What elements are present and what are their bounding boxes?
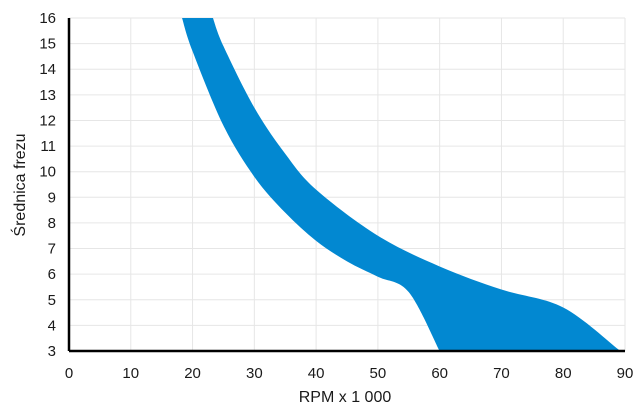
y-tick-label-6: 6 bbox=[48, 266, 56, 283]
x-tick-label-20: 20 bbox=[184, 365, 201, 382]
x-tick-label-50: 50 bbox=[370, 365, 387, 382]
x-tick-label-0: 0 bbox=[65, 365, 73, 382]
x-tick-label-60: 60 bbox=[431, 365, 448, 382]
x-tick-label-80: 80 bbox=[555, 365, 572, 382]
x-tick-labels: 0 10 20 30 40 50 60 70 80 90 bbox=[65, 365, 634, 382]
y-tick-label-16: 16 bbox=[39, 10, 56, 27]
y-tick-label-9: 9 bbox=[48, 189, 56, 206]
y-axis-title: Średnica frezu bbox=[10, 133, 29, 236]
axes bbox=[67, 18, 625, 353]
y-tick-label-4: 4 bbox=[48, 317, 56, 334]
y-tick-label-12: 12 bbox=[39, 112, 56, 129]
x-tick-label-70: 70 bbox=[493, 365, 510, 382]
y-tick-label-13: 13 bbox=[39, 87, 56, 104]
x-tick-label-10: 10 bbox=[122, 365, 139, 382]
y-tick-label-3: 3 bbox=[48, 343, 56, 360]
x-tick-label-90: 90 bbox=[617, 365, 634, 382]
y-tick-label-7: 7 bbox=[48, 241, 56, 258]
x-tick-label-30: 30 bbox=[246, 365, 263, 382]
rpm-diameter-band bbox=[182, 18, 619, 351]
y-tick-label-15: 15 bbox=[39, 36, 56, 53]
x-tick-label-40: 40 bbox=[308, 365, 325, 382]
y-tick-label-11: 11 bbox=[40, 138, 56, 155]
y-tick-label-14: 14 bbox=[39, 61, 56, 78]
y-tick-labels: 3 4 5 6 7 8 9 10 11 12 13 14 15 16 bbox=[39, 10, 56, 360]
x-axis-title: RPM x 1 000 bbox=[299, 389, 392, 406]
y-tick-label-8: 8 bbox=[48, 215, 56, 232]
y-tick-label-5: 5 bbox=[48, 292, 56, 309]
y-tick-label-10: 10 bbox=[39, 164, 56, 181]
